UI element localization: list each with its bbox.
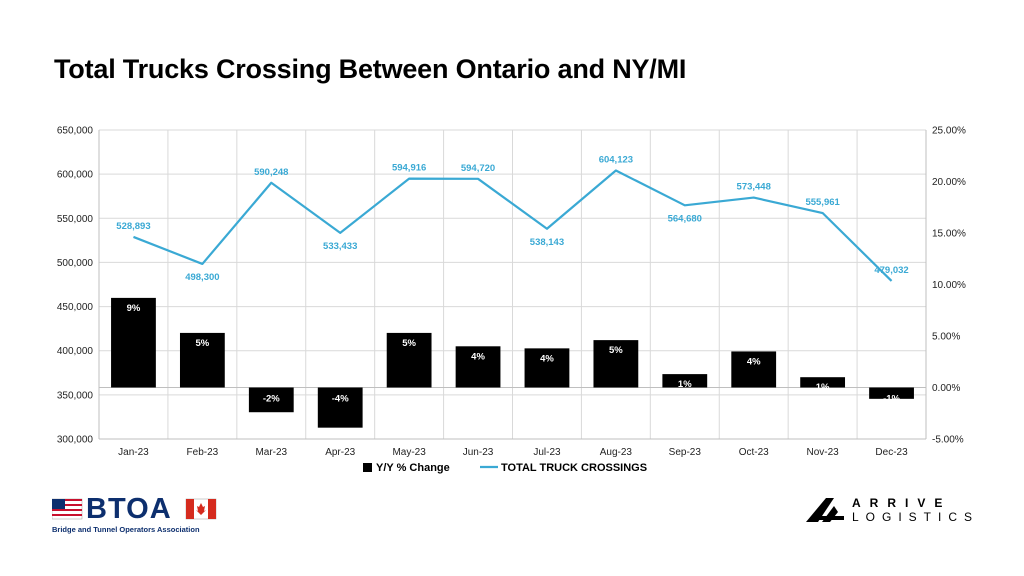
bar [800,377,846,388]
line-data-label: 555,961 [805,197,840,208]
x-tick-label: Mar-23 [255,447,287,458]
y-right-tick-label: -5.00% [932,435,964,446]
y-right-tick-label: 5.00% [932,332,960,343]
y-left-tick-label: 500,000 [57,258,94,269]
bar [524,348,570,388]
bar [869,387,914,399]
gridlines [98,129,927,440]
legend: Y/Y % Change TOTAL TRUCK CROSSINGS [363,462,647,474]
line-data-label: 604,123 [599,155,633,166]
x-tick-label: Sep-23 [669,447,702,458]
y-left-tick-label: 450,000 [57,302,94,313]
y-right-tick-label: 0.00% [932,383,960,394]
line-data-label: 573,448 [737,182,771,193]
bar-data-label: -2% [263,394,280,405]
line-data-label: 479,032 [874,265,908,276]
bar-data-label: 5% [196,338,210,349]
legend-label-bar: Y/Y % Change [376,462,450,474]
x-tick-label: Aug-23 [600,447,633,458]
us-flag-icon [52,498,83,520]
x-tick-label: May-23 [392,447,426,458]
legend-swatch-bar [363,463,372,472]
line-data-label: 590,248 [254,167,288,178]
line-data-label: 498,300 [185,272,219,283]
y-left-tick-label: 650,000 [57,126,94,137]
x-tick-label: Jun-23 [463,447,494,458]
btoa-logo-text: BTOA [86,493,172,525]
bar [179,332,225,388]
bar [662,374,708,388]
x-tick-label: Nov-23 [807,447,840,458]
x-tick-label: Oct-23 [739,447,769,458]
line-data-label: 533,433 [323,241,357,252]
bar-data-label: 5% [402,338,416,349]
bar [317,387,363,428]
x-tick-label: Jul-23 [533,447,561,458]
bar-data-label: 4% [471,351,485,362]
line-data-label: 564,680 [668,213,702,224]
line-data-label: 528,893 [116,221,150,232]
bar-data-label: 5% [609,345,623,356]
y-left-tick-label: 400,000 [57,346,94,357]
bar [386,332,432,388]
bar-data-label: -4% [332,394,349,405]
bar-data-label: -1% [883,394,900,405]
y-right-tick-label: 10.00% [932,280,966,291]
y-left-tick-label: 550,000 [57,214,94,225]
chart-title: Total Trucks Crossing Between Ontario an… [54,54,687,84]
y-right-tick-label: 15.00% [932,229,966,240]
bar-data-label: 1% [816,382,830,393]
line-data-label: 594,720 [461,163,495,174]
bar-series [111,297,914,428]
y-left-tick-label: 350,000 [57,390,94,401]
bar [455,346,501,388]
arrive-logo-line2: LOGISTICS [852,510,980,524]
bar [593,340,639,388]
data-labels: 9% 5% -2% -4% 5% 4% 4% 5% 1% 4% 1% -1% 528,893 498,30… [116,155,908,405]
bar [248,387,294,413]
y-left-tick-label: 600,000 [57,170,94,181]
arrive-logo-line1: ARRIVE [852,496,952,510]
bar-data-label: 1% [678,379,692,390]
bar [731,351,777,388]
y-right-tick-label: 25.00% [932,126,966,137]
x-tick-label: Jan-23 [118,447,149,458]
x-tick-label: Apr-23 [325,447,355,458]
y-right-tick-label: 20.00% [932,177,966,188]
arrive-logo-icon [806,498,844,522]
legend-label-line: TOTAL TRUCK CROSSINGS [501,462,647,474]
y-left-tick-label: 300,000 [57,435,94,446]
line-data-label: 538,143 [530,237,564,248]
bar-data-label: 4% [747,356,761,367]
x-tick-label: Feb-23 [187,447,219,458]
axes: 300,000 350,000 400,000 450,000 500,000 550,0… [57,126,966,459]
btoa-logo-subtitle: Bridge and Tunnel Operators Association [52,525,200,534]
line-path [133,169,893,282]
bar-data-label: 4% [540,353,554,364]
btoa-logo [52,498,217,520]
x-tick-label: Dec-23 [875,447,908,458]
line-data-label: 594,916 [392,163,426,174]
canada-flag-icon [185,498,217,520]
bar-data-label: 9% [127,303,141,314]
bar [111,297,156,388]
line-series [133,169,893,282]
